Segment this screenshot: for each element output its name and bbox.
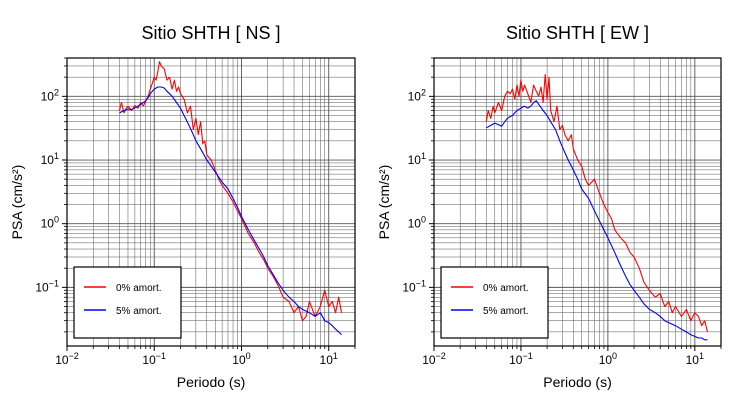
y-tick-label: 100 [408, 215, 426, 231]
x-tick-label: 10−2 [422, 351, 446, 367]
x-tick-label: 10−1 [142, 351, 166, 367]
x-axis-label: Periodo (s) [177, 374, 245, 390]
plot-frame [433, 57, 722, 347]
y-tick-label: 102 [41, 87, 59, 103]
x-tick-label: 10−1 [509, 351, 533, 367]
chart-panel-2: 10−2 10−1 100 101 10−1 100 101 102 Sitio SHTH [ … [376, 23, 722, 390]
y-tick-label: 10−1 [402, 278, 426, 294]
y-axis-label: PSA (cm/s²) [9, 165, 25, 240]
series-line-red-0pct [485, 73, 709, 333]
legend-box [440, 266, 549, 339]
series-line-blue-5pct [119, 86, 342, 336]
legend: 0% amort. 5% amort. [73, 266, 182, 339]
x-tick-label: 10−2 [55, 351, 79, 367]
chart-title: Sitio SHTH [ EW ] [506, 23, 649, 43]
legend-label: 0% amort. [483, 283, 529, 294]
y-tick-label: 102 [408, 87, 426, 103]
y-tick-label: 10−1 [35, 278, 59, 294]
y-tick-label: 101 [41, 151, 59, 167]
legend-label: 0% amort. [116, 283, 162, 294]
chart-title: Sitio SHTH [ NS ] [141, 23, 280, 43]
plot-frame [66, 57, 356, 347]
y-tick-label: 100 [41, 215, 59, 231]
legend: 0% amort. 5% amort. [440, 266, 549, 339]
legend-label: 5% amort. [483, 306, 529, 317]
y-axis-label: PSA (cm/s²) [376, 165, 392, 240]
x-tick-label: 101 [320, 351, 338, 367]
legend-label: 5% amort. [116, 306, 162, 317]
x-tick-label: 100 [232, 351, 250, 367]
legend-box [73, 266, 182, 339]
y-tick-label: 101 [408, 151, 426, 167]
series-line-blue-5pct [486, 100, 708, 341]
x-tick-label: 100 [599, 351, 617, 367]
x-axis-label: Periodo (s) [543, 374, 611, 390]
chart-panel-1: 10−2 10−1 100 101 10−1 100 101 102 Sitio SHTH [ … [9, 23, 356, 390]
x-tick-label: 101 [686, 351, 704, 367]
